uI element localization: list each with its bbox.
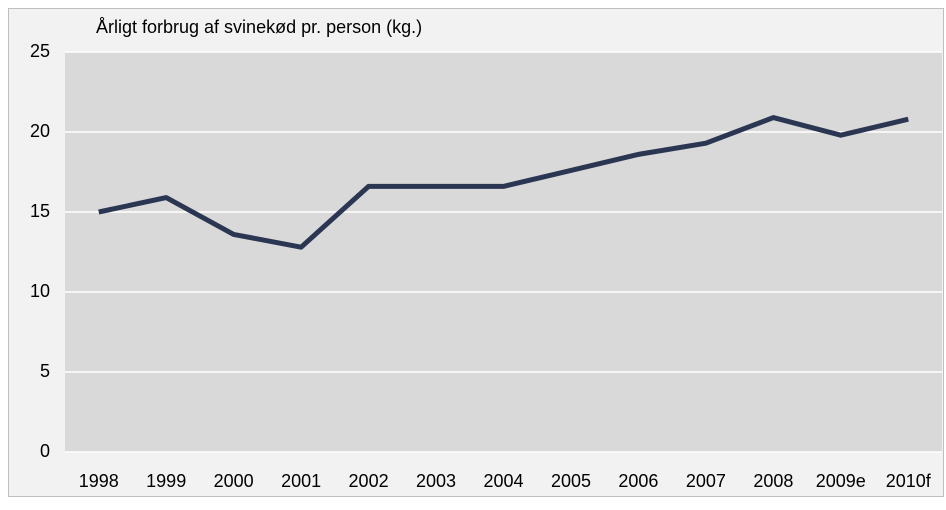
- x-tick-label: 2007: [686, 471, 726, 491]
- y-tick-label: 20: [30, 121, 50, 141]
- y-tick-label: 10: [30, 281, 50, 301]
- x-tick-label: 1998: [79, 471, 119, 491]
- x-tick-label: 1999: [146, 471, 186, 491]
- x-tick-label: 2001: [281, 471, 321, 491]
- x-tick-label: 2008: [753, 471, 793, 491]
- series-line: [98, 115, 909, 250]
- y-tick-label: 5: [40, 361, 50, 381]
- x-tick-label: 2002: [349, 471, 389, 491]
- y-tick-label: 0: [40, 441, 50, 461]
- chart-title: Årligt forbrug af svinekød pr. person (k…: [96, 17, 422, 37]
- plot-area: [65, 52, 942, 452]
- x-tick-label: 2005: [551, 471, 591, 491]
- x-tick-label: 2000: [214, 471, 254, 491]
- x-tick-label: 2009e: [816, 471, 866, 491]
- y-tick-label: 25: [30, 41, 50, 61]
- x-tick-label: 2006: [618, 471, 658, 491]
- x-tick-label: 2003: [416, 471, 456, 491]
- y-tick-label: 15: [30, 201, 50, 221]
- x-tick-label: 2004: [483, 471, 523, 491]
- x-tick-label: 2010f: [886, 471, 932, 491]
